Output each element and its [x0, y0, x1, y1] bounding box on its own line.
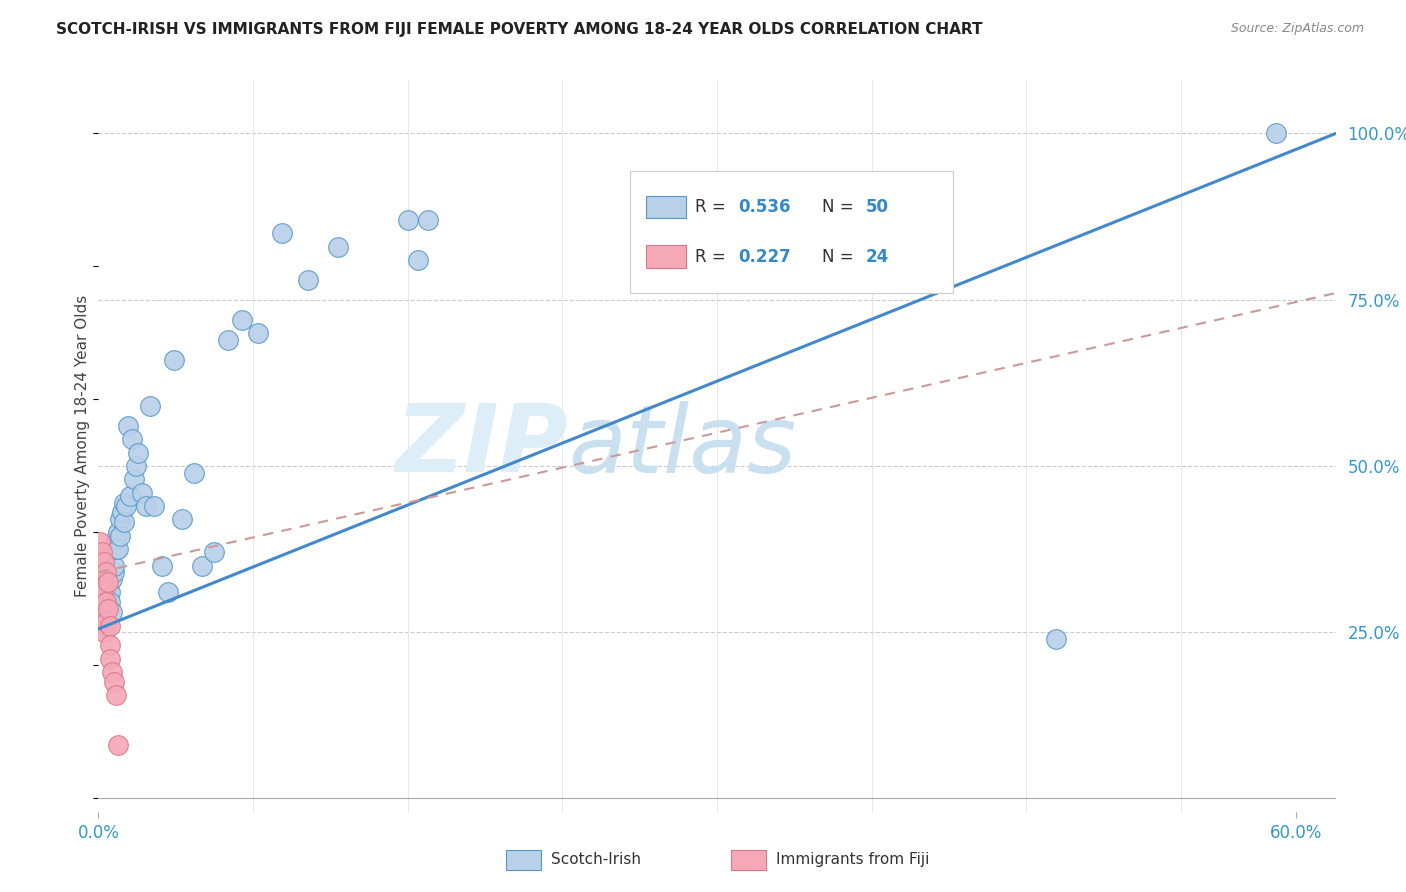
Point	[163, 352, 186, 367]
Point	[91, 602, 114, 616]
Point	[103, 566, 125, 580]
Point	[247, 326, 270, 340]
Point	[93, 605, 115, 619]
Point	[100, 585, 122, 599]
Point	[93, 555, 115, 569]
Point	[103, 558, 125, 573]
Point	[93, 582, 115, 596]
Point	[217, 333, 239, 347]
Point	[121, 433, 143, 447]
Point	[111, 506, 134, 520]
Point	[139, 399, 162, 413]
Point	[131, 485, 153, 500]
Point	[110, 512, 132, 526]
Text: ZIP: ZIP	[395, 400, 568, 492]
Point	[105, 689, 128, 703]
Text: R =: R =	[696, 198, 731, 216]
Text: SCOTCH-IRISH VS IMMIGRANTS FROM FIJI FEMALE POVERTY AMONG 18-24 YEAR OLDS CORREL: SCOTCH-IRISH VS IMMIGRANTS FROM FIJI FEM…	[56, 22, 983, 37]
Point	[127, 445, 149, 459]
Text: Immigrants from Fiji: Immigrants from Fiji	[776, 853, 929, 867]
Point	[93, 608, 115, 623]
Point	[202, 545, 225, 559]
Point	[125, 458, 148, 473]
Point	[110, 529, 132, 543]
Point	[97, 575, 120, 590]
Point	[101, 572, 124, 586]
Point	[115, 499, 138, 513]
Point	[91, 612, 114, 626]
Text: Source: ZipAtlas.com: Source: ZipAtlas.com	[1230, 22, 1364, 36]
Point	[105, 532, 128, 546]
Point	[143, 499, 166, 513]
Point	[105, 542, 128, 557]
Point	[406, 252, 429, 267]
Point	[297, 273, 319, 287]
Point	[1264, 127, 1286, 141]
Point	[124, 472, 146, 486]
Point	[326, 239, 349, 253]
Point	[120, 489, 142, 503]
Point	[97, 579, 120, 593]
Point	[117, 419, 139, 434]
Point	[91, 545, 114, 559]
Text: R =: R =	[696, 248, 731, 266]
Point	[396, 213, 419, 227]
Point	[107, 542, 129, 557]
Text: 0.536: 0.536	[738, 198, 792, 216]
Point	[91, 572, 114, 586]
Text: 50: 50	[866, 198, 889, 216]
Point	[100, 618, 122, 632]
Point	[191, 558, 214, 573]
Point	[100, 595, 122, 609]
Point	[91, 591, 114, 606]
Point	[96, 618, 118, 632]
Point	[271, 226, 294, 240]
Point	[101, 665, 124, 679]
Point	[103, 675, 125, 690]
Point	[107, 738, 129, 752]
Point	[89, 585, 111, 599]
Point	[89, 562, 111, 576]
Point	[100, 652, 122, 666]
Point	[107, 525, 129, 540]
Point	[97, 602, 120, 616]
Point	[157, 585, 180, 599]
Point	[150, 558, 173, 573]
Text: 24: 24	[866, 248, 889, 266]
Point	[416, 213, 439, 227]
Point	[101, 605, 124, 619]
Point	[172, 512, 194, 526]
Point	[97, 599, 120, 613]
Point	[96, 595, 118, 609]
Point	[231, 312, 253, 326]
Text: N =: N =	[823, 198, 859, 216]
Text: N =: N =	[823, 248, 859, 266]
Text: atlas: atlas	[568, 401, 797, 491]
Point	[96, 591, 118, 606]
Point	[135, 499, 157, 513]
Point	[89, 535, 111, 549]
Point	[96, 566, 118, 580]
Point	[100, 639, 122, 653]
Point	[112, 495, 135, 509]
Text: Scotch-Irish: Scotch-Irish	[551, 853, 641, 867]
Point	[89, 602, 111, 616]
Y-axis label: Female Poverty Among 18-24 Year Olds: Female Poverty Among 18-24 Year Olds	[75, 295, 90, 597]
Point	[96, 615, 118, 630]
Point	[1045, 632, 1067, 646]
Point	[93, 625, 115, 640]
Text: 0.227: 0.227	[738, 248, 792, 266]
Point	[112, 516, 135, 530]
Point	[183, 466, 205, 480]
